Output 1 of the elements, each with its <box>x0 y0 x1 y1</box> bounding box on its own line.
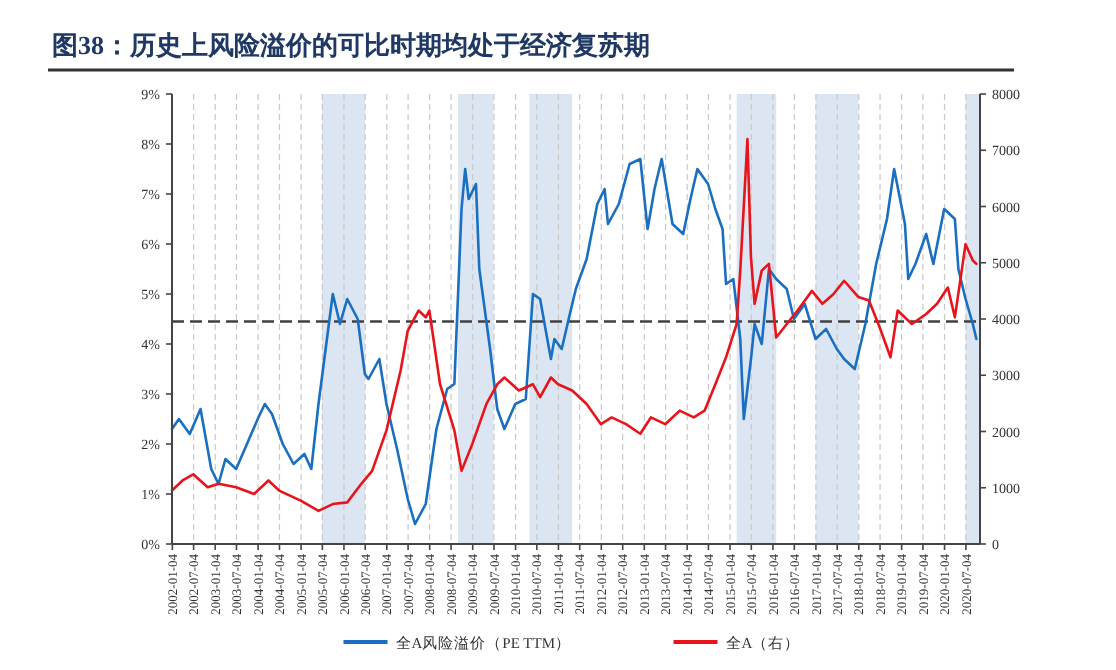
chart-title: 图38：历史上风险溢价的可比时期均处于经济复苏期 <box>52 30 650 60</box>
